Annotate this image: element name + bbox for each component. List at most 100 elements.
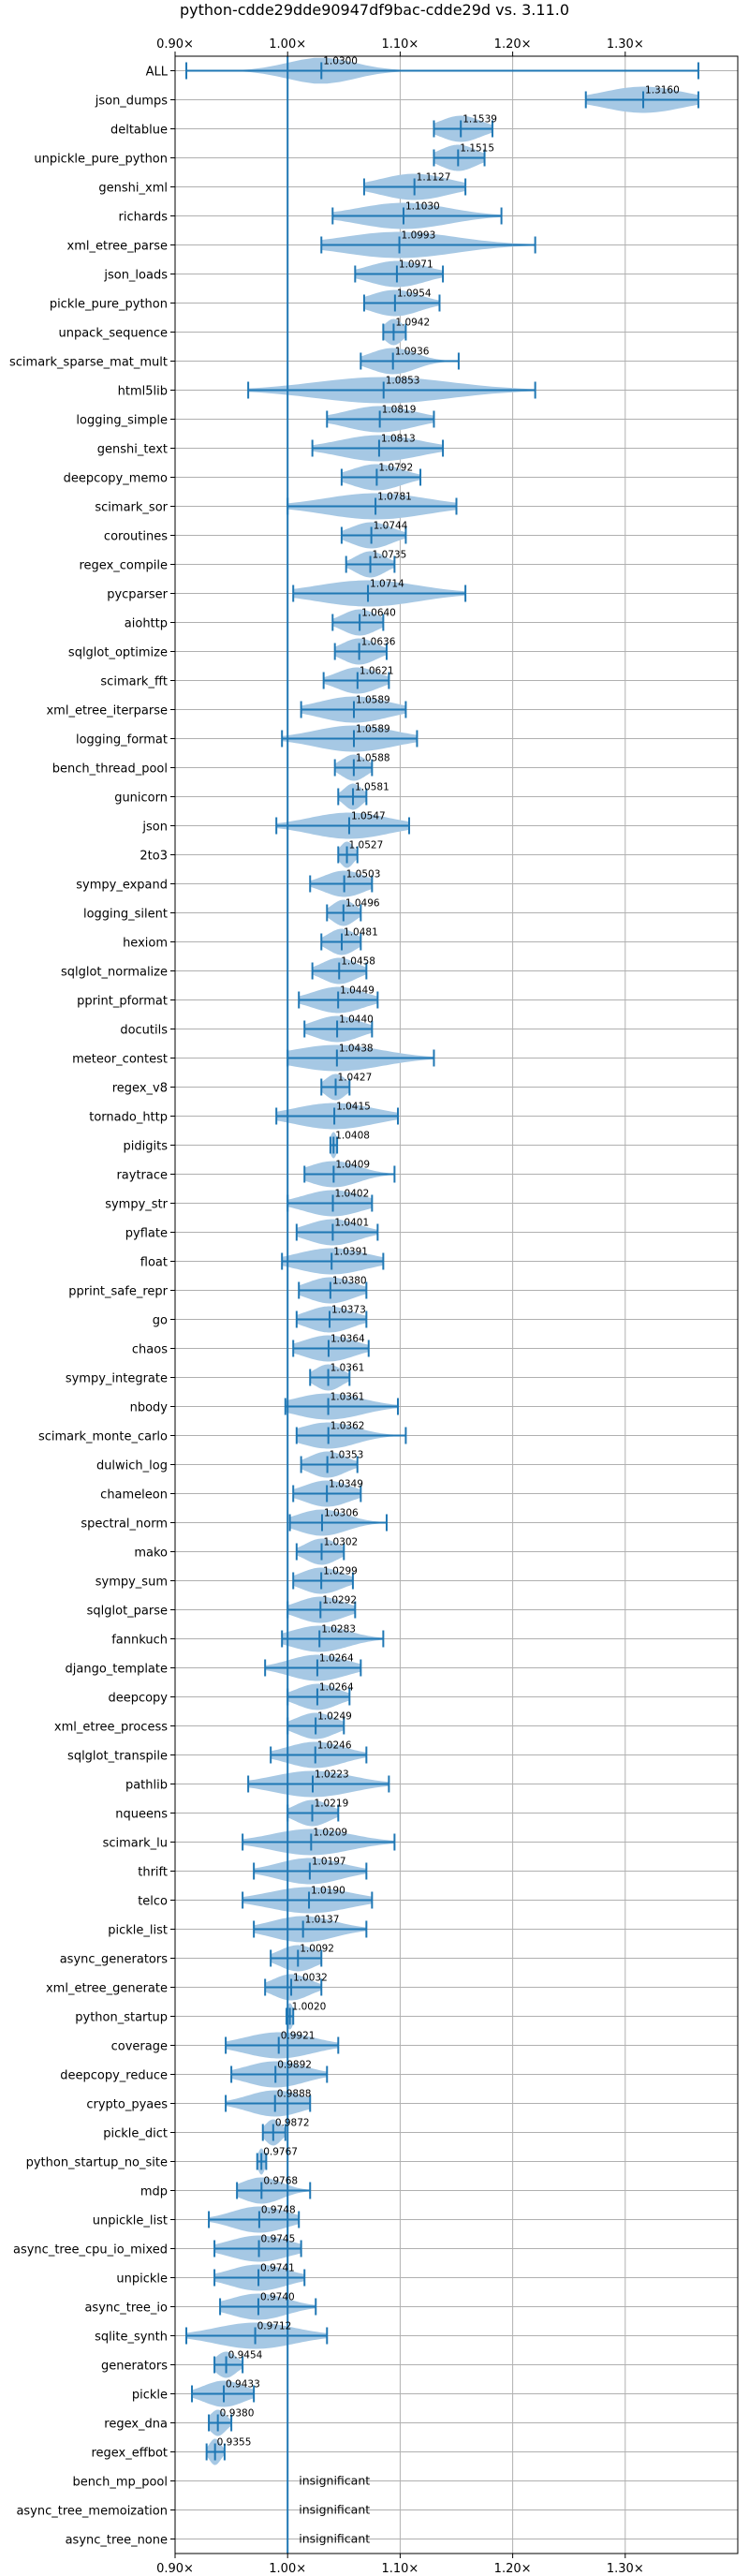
category-label: xml_etree_parse — [67, 240, 168, 254]
value-label: 1.0581 — [355, 782, 389, 793]
category-label: scimark_lu — [103, 1837, 168, 1851]
x-tick-label-bottom: 1.00× — [269, 2562, 306, 2576]
value-label: 1.0361 — [330, 1363, 365, 1374]
category-label: regex_effbot — [91, 2447, 168, 2461]
x-tick-label-bottom: 0.90× — [156, 2562, 194, 2576]
category-label: json — [141, 821, 168, 835]
category-label: xml_etree_iterparse — [46, 704, 168, 718]
category-label: nbody — [130, 1401, 169, 1415]
value-label: 1.3160 — [645, 85, 680, 96]
category-label: thrift — [138, 1866, 168, 1880]
category-label: richards — [119, 211, 169, 225]
value-label: 1.0401 — [334, 1218, 369, 1229]
x-tick-label-bottom: 1.30× — [607, 2562, 644, 2576]
value-label: 0.9355 — [217, 2437, 252, 2449]
value-label: 1.0415 — [336, 1102, 371, 1113]
category-label: sympy_integrate — [66, 1372, 168, 1386]
category-label: dulwich_log — [96, 1459, 168, 1473]
value-label: 1.0137 — [305, 1915, 340, 1926]
category-label: gunicorn — [114, 792, 168, 806]
value-label: 1.0362 — [330, 1421, 365, 1432]
value-label: 1.0223 — [315, 1769, 349, 1781]
category-label: raytrace — [116, 1169, 168, 1183]
value-label: 1.1127 — [417, 172, 451, 184]
category-label: xml_etree_process — [54, 1721, 168, 1735]
value-label: 1.0300 — [323, 56, 358, 67]
category-label: fannkuch — [111, 1634, 168, 1648]
value-label: 1.0264 — [319, 1653, 354, 1665]
category-label: pycparser — [107, 588, 168, 602]
value-label: 1.0427 — [338, 1073, 373, 1084]
value-label: 1.0190 — [311, 1886, 345, 1897]
x-tick-label-top: 1.20× — [494, 37, 532, 52]
value-label: 1.0547 — [351, 811, 386, 822]
category-label: django_template — [66, 1663, 168, 1677]
value-label: 0.9767 — [263, 2147, 298, 2158]
category-label: meteor_contest — [72, 1053, 168, 1067]
insignificant-label: insignificant — [299, 2532, 370, 2546]
value-label: 0.9768 — [263, 2176, 298, 2187]
category-label: generators — [101, 2360, 168, 2374]
category-label: scimark_sor — [95, 501, 168, 515]
category-label: chaos — [132, 1343, 168, 1357]
value-label: 1.0527 — [349, 840, 384, 851]
category-label: async_generators — [60, 1953, 169, 1967]
value-label: 0.9748 — [261, 2205, 296, 2216]
category-label: sqlglot_transpile — [67, 1750, 168, 1764]
value-label: 1.0299 — [323, 1566, 358, 1577]
value-label: 1.0954 — [397, 289, 432, 300]
category-label: unpack_sequence — [58, 327, 168, 341]
value-label: 0.9380 — [220, 2408, 255, 2420]
value-label: 0.9454 — [228, 2350, 263, 2361]
category-label: float — [140, 1256, 168, 1270]
value-label: 0.9745 — [261, 2234, 296, 2245]
x-tick-label-top: 1.00× — [269, 37, 306, 52]
category-label: sqlglot_normalize — [61, 966, 168, 980]
category-label: pickle_list — [108, 1924, 168, 1938]
category-label: deepcopy_reduce — [60, 2069, 168, 2083]
category-label: json_dumps — [95, 95, 168, 109]
category-label: async_tree_none — [66, 2534, 168, 2548]
value-label: 1.1515 — [460, 143, 494, 155]
value-label: 1.0496 — [345, 898, 380, 910]
category-label: sympy_sum — [95, 1576, 168, 1590]
category-label: logging_format — [76, 733, 168, 748]
value-label: 1.0249 — [317, 1711, 352, 1723]
category-label: mdp — [140, 2185, 168, 2199]
value-label: 1.0283 — [321, 1624, 356, 1636]
value-label: 1.0971 — [399, 259, 433, 271]
insignificant-label: insignificant — [299, 2474, 370, 2488]
category-label: logging_silent — [83, 908, 168, 922]
category-label: pickle — [132, 2389, 168, 2403]
category-label: pathlib — [125, 1779, 168, 1793]
value-label: 1.0589 — [356, 724, 390, 735]
category-label: pyflate — [125, 1227, 168, 1241]
value-label: 0.9892 — [277, 2060, 312, 2071]
value-label: 1.0458 — [341, 956, 375, 968]
category-label: docutils — [120, 1024, 168, 1038]
x-tick-label-bottom: 1.10× — [381, 2562, 419, 2576]
category-label: crypto_pyaes — [86, 2098, 168, 2112]
value-label: 1.1030 — [405, 201, 440, 213]
value-label: 1.0819 — [382, 405, 417, 416]
category-label: unpickle_pure_python — [34, 153, 168, 167]
value-label: 1.0589 — [356, 695, 390, 706]
value-label: 1.0302 — [324, 1537, 359, 1548]
category-label: mako — [134, 1547, 168, 1561]
value-label: 0.9888 — [277, 2089, 312, 2100]
value-label: 1.0744 — [374, 521, 408, 532]
value-label: 1.0781 — [377, 492, 412, 503]
value-label: 1.0481 — [344, 927, 378, 939]
value-label: 1.0349 — [329, 1479, 363, 1490]
category-label: ALL — [146, 66, 169, 80]
x-tick-label-top: 0.90× — [156, 37, 194, 52]
category-label: sympy_str — [105, 1198, 168, 1212]
value-label: 1.0408 — [335, 1131, 370, 1142]
value-label: 1.0936 — [395, 347, 430, 358]
category-label: unpickle_list — [93, 2214, 168, 2228]
category-label: scimark_sparse_mat_mult — [9, 356, 168, 370]
value-label: 1.0373 — [331, 1305, 366, 1316]
value-label: 1.0402 — [335, 1189, 370, 1200]
category-label: scimark_monte_carlo — [38, 1430, 168, 1444]
